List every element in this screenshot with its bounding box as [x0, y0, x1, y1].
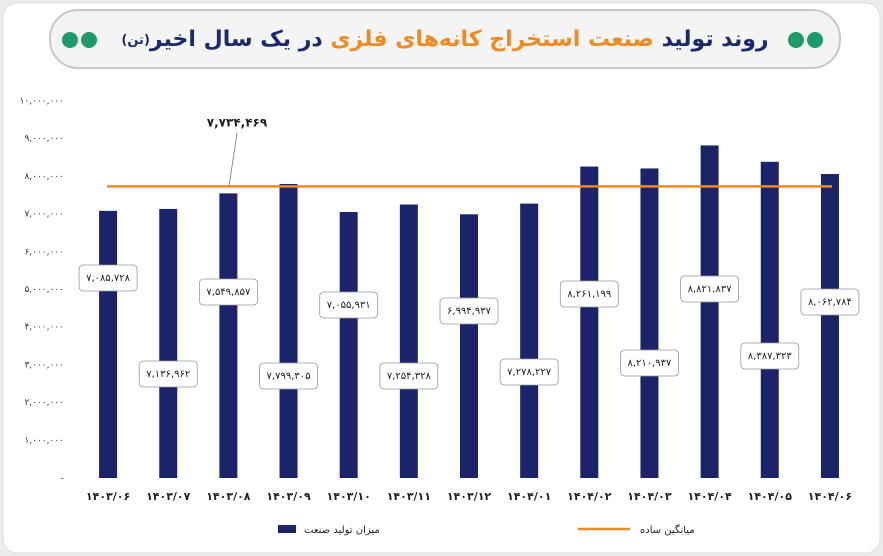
- x-tick-label: ۱۴۰۴/۰۲: [567, 490, 612, 503]
- y-tick-label: ۸,۰۰۰,۰۰۰: [24, 172, 64, 182]
- bar: [219, 193, 238, 478]
- value-label-box: [138, 360, 198, 388]
- value-label-box: [559, 280, 619, 308]
- value-label: ۸,۲۱۰,۹۳۷: [627, 358, 672, 369]
- y-tick-label: ۴,۰۰۰,۰۰۰: [24, 323, 64, 333]
- value-label-box: [379, 362, 439, 390]
- y-tick-label: ۵,۰۰۰,۰۰۰: [24, 285, 64, 295]
- y-tick-label: ۲,۰۰۰,۰۰۰: [24, 398, 64, 408]
- quote-icon-right: [788, 32, 823, 48]
- y-tick-label: ۳,۰۰۰,۰۰۰: [24, 360, 64, 370]
- value-label-box: [198, 278, 258, 306]
- x-tick-label: ۱۴۰۳/۰۸: [206, 490, 251, 503]
- x-tick-label: ۱۴۰۴/۰۶: [808, 490, 852, 503]
- x-tick-label: ۱۴۰۴/۰۵: [748, 490, 793, 503]
- x-tick-label: ۱۴۰۴/۰۳: [627, 490, 672, 503]
- value-label: ۸,۳۸۷,۳۲۳: [748, 351, 793, 362]
- title-part: روند تولید: [654, 27, 769, 52]
- y-tick-label: ۷,۰۰۰,۰۰۰: [24, 210, 64, 220]
- value-label: ۸,۰۶۲,۷۸۴: [808, 297, 852, 308]
- y-tick-label: ۱۰,۰۰۰,۰۰۰: [20, 97, 64, 107]
- value-label-box: [319, 291, 379, 319]
- bar: [339, 211, 358, 478]
- bar: [159, 208, 178, 479]
- x-tick-label: ۱۴۰۳/۱۱: [387, 490, 431, 503]
- value-label: ۷,۷۹۹,۳۰۵: [267, 371, 311, 382]
- value-label: ۸,۸۲۱,۸۳۷: [688, 284, 733, 295]
- title-part: صنعت استخراج کانه‌های فلزی: [330, 27, 654, 52]
- value-label-box: [800, 288, 860, 316]
- legend-swatch: [278, 525, 296, 533]
- bar: [460, 214, 478, 478]
- x-tick-label: ۱۴۰۴/۰۴: [687, 490, 732, 503]
- value-label: ۷,۰۸۵,۷۲۸: [86, 273, 131, 284]
- y-tick-label: ۱,۰۰۰,۰۰۰: [24, 436, 64, 446]
- title-part: در یک سال اخیر: [149, 27, 330, 52]
- bar: [700, 145, 719, 478]
- bar: [520, 203, 539, 478]
- average-label: ۷,۷۳۴,۴۶۹: [207, 116, 268, 130]
- x-tick-label: ۱۴۰۳/۱۲: [447, 490, 492, 503]
- value-label-box: [740, 342, 800, 370]
- value-label: ۶,۹۹۴,۹۳۷: [447, 306, 492, 317]
- bar: [640, 168, 659, 478]
- x-tick-label: ۱۴۰۳/۱۰: [327, 490, 371, 503]
- value-label-box: [439, 297, 499, 325]
- value-label-box: [78, 264, 138, 292]
- bar: [99, 210, 118, 479]
- value-label-box: [620, 349, 679, 377]
- value-label: ۷,۲۷۸,۲۲۷: [507, 367, 552, 378]
- x-tick-label: ۱۴۰۳/۰۷: [146, 490, 191, 503]
- value-label: ۷,۵۴۹,۸۵۷: [206, 287, 251, 298]
- x-tick-label: ۱۴۰۳/۰۹: [266, 490, 311, 503]
- legend-label: میزان تولید صنعت: [304, 525, 380, 536]
- value-label-box: [259, 362, 318, 390]
- value-label: ۷,۲۵۴,۳۲۸: [387, 371, 432, 382]
- bar: [580, 166, 599, 478]
- x-tick-label: ۱۴۰۴/۰۱: [507, 490, 551, 503]
- title-banner: [49, 9, 841, 69]
- value-label: ۷,۱۳۶,۹۶۲: [146, 369, 190, 380]
- bar: [399, 204, 418, 478]
- y-tick-label: ۶,۰۰۰,۰۰۰: [24, 247, 64, 257]
- bar: [279, 183, 298, 479]
- x-tick-label: ۱۴۰۳/۰۶: [86, 490, 130, 503]
- y-tick-label: ۹,۰۰۰,۰۰۰: [24, 134, 64, 144]
- chart-title: روند تولید صنعت استخراج کانه‌های فلزی در…: [121, 27, 768, 52]
- value-label: ۷,۰۵۵,۹۳۱: [327, 300, 371, 311]
- title-part: (تن): [121, 33, 149, 48]
- value-label-box: [680, 275, 740, 303]
- quote-icon-left: [62, 32, 97, 48]
- value-label: ۸,۲۶۱,۱۹۹: [567, 289, 611, 300]
- legend-label: میانگین ساده: [640, 524, 695, 536]
- leader-line: [228, 132, 238, 187]
- bar: [760, 161, 779, 479]
- y-tick-label: -: [61, 474, 64, 484]
- bar: [820, 174, 839, 478]
- value-label-box: [499, 358, 559, 386]
